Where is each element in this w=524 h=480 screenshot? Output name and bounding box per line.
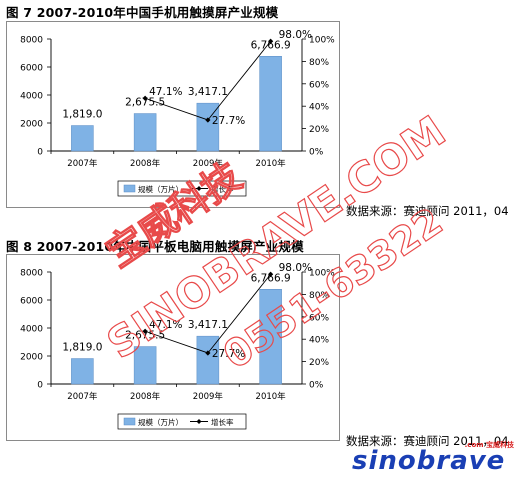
logo-sub: .com 宝威科技 — [464, 441, 514, 449]
figure-7-title: 图 7 2007-2010年中国手机用触摸屏产业规模 — [6, 5, 279, 20]
x-tick-label: 2007年 — [67, 391, 98, 402]
legend-label-bar: 规模（万片） — [138, 184, 183, 194]
bar — [259, 289, 282, 385]
y-right-tick-label: 60% — [309, 313, 329, 323]
legend — [117, 413, 247, 430]
bar-data-label: 6,766.9 — [251, 39, 291, 51]
figure-7-source: 数据来源：赛迪顾问 2011，04 — [346, 204, 509, 218]
bar-data-label: 2,675.5 — [125, 330, 165, 342]
y-left-tick-label: 6000 — [20, 297, 43, 307]
growth-data-label: 47.1% — [149, 319, 182, 331]
growth-data-label: 27.7% — [212, 115, 245, 127]
x-tick-label: 2008年 — [130, 391, 161, 402]
bar-data-label: 3,417.1 — [188, 86, 228, 98]
y-right-tick-label: 80% — [309, 291, 329, 301]
y-right-tick-label: 0% — [309, 381, 324, 391]
y-right-tick-label: 60% — [309, 80, 329, 90]
legend-label-line: 增长率 — [211, 184, 234, 194]
growth-data-label: 47.1% — [149, 86, 182, 98]
y-left-tick-label: 2000 — [20, 353, 43, 363]
y-right-tick-label: 100% — [309, 269, 335, 279]
bar — [196, 335, 220, 385]
legend-swatch-bar — [123, 417, 136, 426]
bar — [71, 358, 94, 385]
chart-7-plot: 0 2000 4000 6000 8000 0% 20% 40% 60% 80% 100% 1,819… — [20, 29, 335, 197]
sinobrave-logo: sinobrave .com 宝威科技 — [348, 440, 520, 476]
y-right-tick-label: 80% — [309, 58, 329, 68]
x-tick-label: 2009年 — [193, 391, 224, 402]
bar — [71, 125, 94, 152]
y-right-tick-label: 100% — [309, 36, 335, 46]
x-tick-label: 2009年 — [193, 158, 224, 169]
bar-data-label: 2,675.5 — [125, 97, 165, 109]
y-right-tick-label: 40% — [309, 103, 329, 113]
bar — [133, 113, 157, 152]
y-left-tick-label: 8000 — [20, 36, 43, 46]
legend-label-bar: 规模（万片） — [138, 417, 183, 427]
bar-data-label: 1,819.0 — [62, 342, 102, 354]
y-left-tick-label: 6000 — [20, 64, 43, 74]
legend-label-line: 增长率 — [211, 417, 234, 427]
chart-8-plot: 0 2000 4000 6000 8000 0% 20% 40% 60% 80% 100% 1,819… — [20, 262, 335, 430]
figure-8-source: 数据来源：赛迪顾问 2011，04 — [346, 434, 509, 448]
y-right-tick-label: 20% — [309, 125, 329, 135]
growth-point — [268, 271, 274, 277]
y-left-tick-label: 2000 — [20, 120, 43, 130]
y-right-tick-label: 0% — [309, 148, 324, 158]
growth-point — [205, 117, 211, 123]
growth-data-label: 98.0% — [279, 29, 312, 41]
legend — [117, 180, 247, 197]
legend-swatch-bar — [123, 184, 136, 193]
legend-marker — [196, 186, 202, 191]
y-left-tick-label: 4000 — [20, 325, 43, 335]
y-right-tick-label: 40% — [309, 336, 329, 346]
growth-point — [142, 95, 148, 101]
x-tick-label: 2010年 — [256, 158, 287, 169]
logo-word: sinobrave — [352, 446, 506, 476]
chart-7: 0 2000 4000 6000 8000 0% 20% 40% 60% 80% 100% 1,819… — [6, 21, 340, 208]
growth-data-label: 98.0% — [279, 262, 312, 274]
growth-data-label: 27.7% — [212, 348, 245, 360]
legend-marker — [196, 419, 202, 424]
y-left-tick-label: 0 — [37, 381, 43, 391]
bar — [133, 346, 157, 385]
y-left-tick-label: 4000 — [20, 92, 43, 102]
bar-data-label: 3,417.1 — [188, 319, 228, 331]
bar-data-label: 6,766.9 — [251, 272, 291, 284]
figure-8-title: 图 8 2007-2010年中国平板电脑用触摸屏产业规模 — [6, 239, 304, 254]
bar — [196, 102, 220, 152]
y-left-tick-label: 8000 — [20, 269, 43, 279]
y-left-tick-label: 0 — [37, 148, 43, 158]
bar — [259, 56, 282, 152]
bar-data-label: 1,819.0 — [62, 109, 102, 121]
chart-8: 0 2000 4000 6000 8000 0% 20% 40% 60% 80% 100% 1,819… — [6, 254, 340, 441]
growth-point — [268, 38, 274, 44]
x-tick-label: 2010年 — [256, 391, 287, 402]
y-right-tick-label: 20% — [309, 358, 329, 368]
x-tick-label: 2008年 — [130, 158, 161, 169]
x-tick-label: 2007年 — [67, 158, 98, 169]
